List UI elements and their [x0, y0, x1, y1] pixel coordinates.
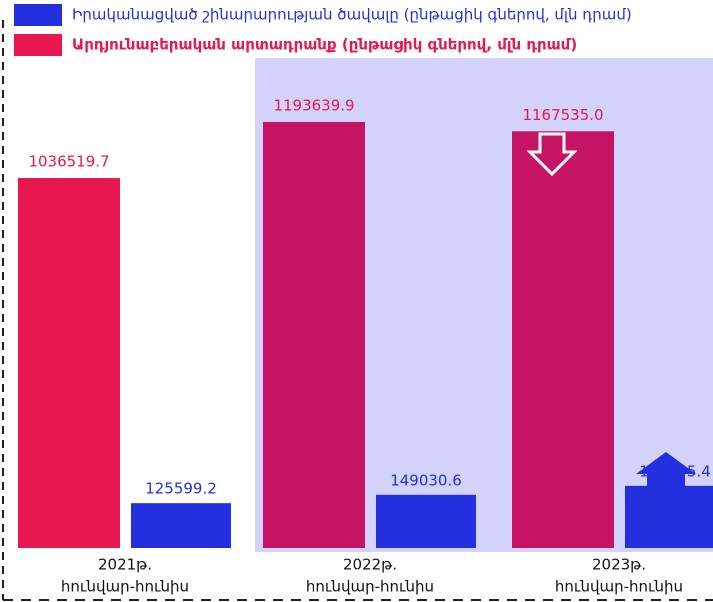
- x-tick-label: հունվար-հունիս: [306, 578, 434, 596]
- data-label: 125599.2: [145, 480, 217, 498]
- bar: [18, 178, 120, 548]
- data-label: 1167535.0: [522, 106, 603, 124]
- bar: [512, 131, 614, 548]
- data-label: 1193639.9: [273, 96, 354, 114]
- down-arrow: [526, 132, 578, 177]
- data-label: 1036519.7: [28, 153, 109, 171]
- x-tick-label: հունվար-հունիս: [61, 578, 189, 596]
- x-tick-label: հունվար-հունիս: [555, 578, 683, 596]
- legend-label: Արդյունաբերական արտադրանք (ընթացիկ գներո…: [72, 36, 577, 54]
- bar: [376, 494, 476, 548]
- up-arrow: [636, 452, 696, 488]
- x-tick-label: 2022թ.: [343, 556, 397, 574]
- bar: [263, 121, 365, 548]
- x-tick-label: 2021թ.: [98, 556, 152, 574]
- bar: [625, 485, 713, 548]
- legend-label: Իրականացված շինարարության ծավալը (ընթացի…: [72, 6, 632, 24]
- legend-swatch: [14, 34, 62, 56]
- data-label: 149030.6: [390, 471, 462, 489]
- bar: [131, 503, 231, 548]
- legend-swatch: [14, 4, 62, 26]
- x-tick-label: 2023թ.: [592, 556, 646, 574]
